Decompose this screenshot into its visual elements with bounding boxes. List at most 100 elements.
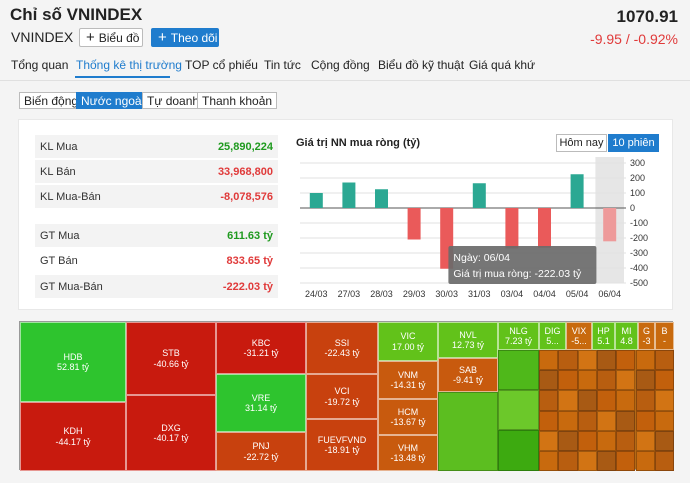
treemap-small-tile[interactable] (498, 350, 539, 390)
bar-24-03[interactable] (309, 193, 323, 208)
treemap-cell-nlg[interactable]: NLG 7.23 tỷ (498, 322, 539, 350)
bar-28-03[interactable] (375, 189, 388, 208)
treemap-small-tile[interactable] (558, 410, 578, 431)
treemap-small-tile[interactable] (558, 370, 578, 391)
tab-news[interactable]: Tin tức (264, 58, 301, 72)
bar-29-03[interactable] (407, 208, 421, 240)
treemap-small-tile[interactable] (616, 410, 636, 431)
treemap-small-tile[interactable] (438, 392, 498, 471)
treemap-small-tile[interactable] (654, 430, 675, 451)
chart-button[interactable]: + Biểu đồ (79, 28, 143, 47)
follow-button[interactable]: + Theo dõi (151, 28, 219, 47)
treemap-small-tile[interactable] (577, 370, 597, 391)
treemap-small-tile[interactable] (539, 451, 559, 472)
treemap-cell-hcm[interactable]: HCM -13.67 tỷ (378, 399, 438, 435)
stat-row: GT Mua-Bán -222.03 tỷ (35, 275, 278, 298)
treemap-cell-kdh[interactable]: KDH -44.17 tỷ (20, 402, 126, 471)
tab-top-stocks[interactable]: TOP cổ phiếu (185, 58, 258, 72)
treemap-cell-dxg[interactable]: DXG -40.17 tỷ (126, 395, 216, 471)
treemap-small-tile[interactable] (498, 390, 539, 430)
treemap-small-tile[interactable] (635, 370, 655, 391)
bar-04-04[interactable] (538, 208, 551, 248)
treemap-cell-nvl[interactable]: NVL 12.73 tỷ (438, 322, 498, 358)
treemap-small-tile[interactable] (635, 451, 655, 472)
treemap-small-tile[interactable] (539, 370, 559, 391)
treemap-small-tile[interactable] (577, 390, 597, 411)
tab-overview[interactable]: Tổng quan (11, 58, 69, 72)
bar-31-03[interactable] (472, 183, 486, 208)
treemap-cell-kbc[interactable]: KBC -31.21 tỷ (216, 322, 306, 374)
treemap-cell-b[interactable]: B- (655, 322, 674, 350)
bar-27-03[interactable] (342, 182, 356, 209)
y-tick-label: 0 (630, 203, 635, 213)
treemap-cell-g[interactable]: G -3 (638, 322, 655, 350)
bar-06-04[interactable] (603, 208, 617, 242)
treemap-small-tile[interactable] (558, 451, 578, 472)
treemap-small-tile[interactable] (596, 410, 617, 431)
treemap-cell-stb[interactable]: STB -40.66 tỷ (126, 322, 216, 395)
treemap-small-tile[interactable] (654, 410, 675, 431)
stat-row: GT Bán 833.65 tỷ (35, 249, 278, 272)
treemap-small-tile[interactable] (558, 390, 578, 411)
treemap-small-tile[interactable] (654, 370, 675, 391)
treemap-small-tile[interactable] (577, 410, 597, 431)
treemap-small-tile[interactable] (616, 370, 636, 391)
treemap-cell-hdb[interactable]: HDB 52.81 tỷ (20, 322, 126, 402)
treemap-small-tile[interactable] (596, 370, 617, 391)
tab-market-stats[interactable]: Thống kê thị trường (76, 58, 182, 72)
tab-price-history[interactable]: Giá quá khứ (469, 58, 536, 72)
treemap-cell-mi[interactable]: MI 4.8 (615, 322, 638, 350)
treemap-small-tile[interactable] (635, 430, 655, 451)
subtab-movement[interactable]: Biến động (19, 92, 84, 109)
subtab-proprietary[interactable]: Tự doanh (142, 92, 205, 109)
treemap-small-tile[interactable] (558, 430, 578, 451)
treemap-cell-symbol: VRE (251, 392, 271, 403)
treemap-small-tile[interactable] (616, 430, 636, 451)
treemap-small-tile[interactable] (654, 390, 675, 411)
range-10-sessions-button[interactable]: 10 phiên (608, 134, 659, 152)
bar-05-04[interactable] (570, 174, 584, 208)
subtab-liquidity[interactable]: Thanh khoản (197, 92, 278, 109)
treemap-small-tile[interactable] (596, 451, 617, 472)
tab-community[interactable]: Cộng đồng (311, 58, 370, 72)
subtab-foreign[interactable]: Nước ngoài (76, 92, 150, 109)
treemap-small-tile[interactable] (616, 390, 636, 411)
treemap-small-tile[interactable] (577, 350, 597, 371)
treemap-cell-fuevfvnd[interactable]: FUEVFVND -18.91 tỷ (306, 419, 378, 471)
treemap-small-tile[interactable] (635, 390, 655, 411)
treemap-cell-vhm[interactable]: VHM -13.48 tỷ (378, 435, 438, 471)
treemap-small-tile[interactable] (577, 430, 597, 451)
bar-03-04[interactable] (505, 208, 519, 249)
treemap-small-tile[interactable] (498, 430, 539, 471)
treemap-cell-dig[interactable]: DIG 5... (539, 322, 566, 350)
treemap-cell-vic[interactable]: VIC 17.00 tỷ (378, 322, 438, 361)
treemap-cell-value: 7.23 tỷ (504, 336, 533, 346)
treemap-small-tile[interactable] (558, 350, 578, 371)
treemap-small-tile[interactable] (539, 350, 559, 371)
treemap-small-tile[interactable] (616, 451, 636, 472)
treemap-small-tile[interactable] (539, 390, 559, 411)
tab-technical-chart[interactable]: Biểu đồ kỹ thuật (378, 58, 465, 72)
treemap-small-tile[interactable] (635, 350, 655, 371)
treemap-small-tile[interactable] (539, 430, 559, 451)
treemap-cell-vre[interactable]: VRE 31.14 tỷ (216, 374, 306, 432)
treemap-cell-ssi[interactable]: SSI -22.43 tỷ (306, 322, 378, 374)
treemap-small-tile[interactable] (596, 390, 617, 411)
treemap-cell-sab[interactable]: SAB -9.41 tỷ (438, 358, 498, 392)
treemap-small-tile[interactable] (654, 451, 675, 472)
treemap-small-tile[interactable] (539, 410, 559, 431)
treemap-cell-value: -3 (642, 336, 651, 346)
treemap-cell-hp[interactable]: HP 5.1 (592, 322, 615, 350)
range-today-button[interactable]: Hôm nay (556, 134, 607, 152)
treemap-small-tile[interactable] (577, 451, 597, 472)
treemap-cell-vnm[interactable]: VNM -14.31 tỷ (378, 361, 438, 399)
treemap-small-tile[interactable] (596, 430, 617, 451)
treemap-cell-pnj[interactable]: PNJ -22.72 tỷ (216, 432, 306, 471)
treemap-small-tile[interactable] (596, 350, 617, 371)
y-tick-label: -500 (630, 278, 648, 288)
treemap-small-tile[interactable] (616, 350, 636, 371)
treemap-small-tile[interactable] (654, 350, 675, 371)
treemap-cell-vci[interactable]: VCI -19.72 tỷ (306, 374, 378, 419)
treemap-small-tile[interactable] (635, 410, 655, 431)
treemap-cell-vix[interactable]: VIX -5... (566, 322, 592, 350)
